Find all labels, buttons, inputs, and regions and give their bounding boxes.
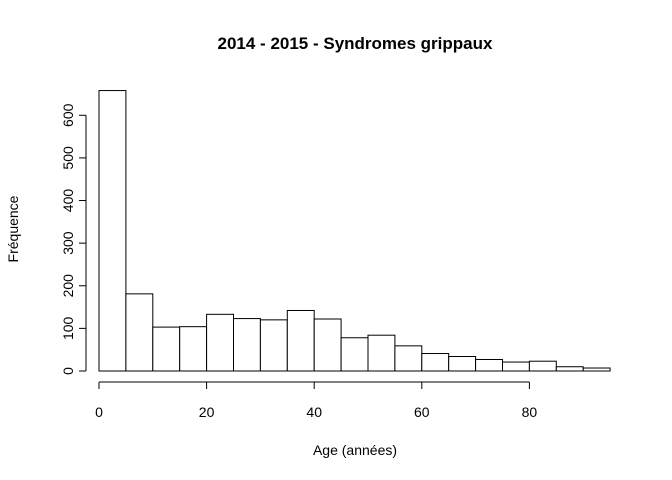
x-tick-label: 80 <box>522 404 538 420</box>
x-tick-label: 40 <box>306 404 322 420</box>
histogram-bar-2 <box>152 326 181 372</box>
histogram-bar-15 <box>502 361 530 372</box>
histogram-bar-11 <box>394 345 423 372</box>
histogram-bar-6 <box>259 319 288 372</box>
y-tick-label: 600 <box>60 103 76 127</box>
histogram-bar-1 <box>125 293 154 372</box>
y-tick-label: 300 <box>60 231 76 255</box>
x-tick-label: 0 <box>95 404 103 420</box>
chart-title: 2014 - 2015 - Syndromes grippaux <box>218 34 493 53</box>
histogram-bar-3 <box>179 326 208 372</box>
x-tick-label: 20 <box>199 404 215 420</box>
y-tick-label: 500 <box>60 146 76 170</box>
y-tick-label: 400 <box>60 189 76 213</box>
histogram-bars <box>98 90 611 372</box>
y-tick-label: 0 <box>60 367 76 375</box>
histogram-bar-5 <box>233 318 261 372</box>
histogram-bar-18 <box>582 367 611 372</box>
y-axis: 0 100 200 300 400 500 600 <box>60 103 87 375</box>
histogram-bar-0 <box>98 90 127 372</box>
histogram-bar-17 <box>555 366 584 372</box>
x-axis: 0 20 40 60 80 <box>95 381 538 420</box>
histogram-bar-10 <box>367 334 396 372</box>
y-axis-label: Fréquence <box>5 195 21 262</box>
y-tick-label: 100 <box>60 316 76 340</box>
histogram-bar-8 <box>313 318 342 372</box>
histogram-bar-14 <box>475 358 504 372</box>
histogram-bar-4 <box>206 313 235 372</box>
histogram-bar-12 <box>421 353 450 372</box>
histogram-bar-7 <box>286 309 315 372</box>
histogram-bar-13 <box>448 356 477 372</box>
x-axis-label: Age (années) <box>313 442 397 458</box>
histogram-bar-9 <box>340 337 369 372</box>
x-tick-label: 60 <box>414 404 430 420</box>
histogram-bar-16 <box>528 360 557 372</box>
y-tick-label: 200 <box>60 274 76 298</box>
